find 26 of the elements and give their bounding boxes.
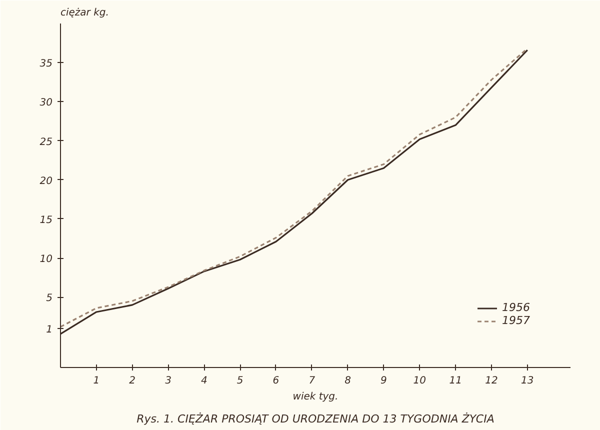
y-tick-label: 1 [46,324,53,336]
text: Rys. 1. CIĘŻAR PROSIĄT OD URODZENIA DO 13 TYGODNIA ŻYCIA [136,412,494,426]
x-tick-label: 6 [272,376,280,386]
x-tick-label: 11 [449,376,462,386]
y-tick-label: 25 [40,136,53,148]
y-axis-title: ciężar kg. [60,8,109,18]
legend-label: 1957 [502,314,530,327]
x-tick-label: 12 [485,376,498,386]
x-tick-label: 3 [165,376,172,386]
x-axis-title: wiek tyg. [292,392,338,402]
y-tick-label: 30 [40,98,53,109]
x-tick-label: 4 [200,376,208,386]
x-tick-label: 13 [521,376,534,386]
legend-label: 1956 [502,301,530,314]
y-tick-label: 15 [40,214,53,226]
x-tick-label: 10 [413,376,426,386]
y-tick-label: 5 [46,293,53,304]
y-tick-label: 10 [40,254,53,266]
x-tick-label: 1 [93,376,100,386]
x-tick-label: 9 [380,376,387,386]
y-tick-label: 20 [40,176,53,187]
x-tick-label: 8 [344,376,352,386]
x-tick-label: 7 [308,376,316,386]
x-tick-label: 2 [129,376,136,386]
y-tick-label: 35 [40,58,53,70]
x-tick-label: 5 [236,376,244,386]
